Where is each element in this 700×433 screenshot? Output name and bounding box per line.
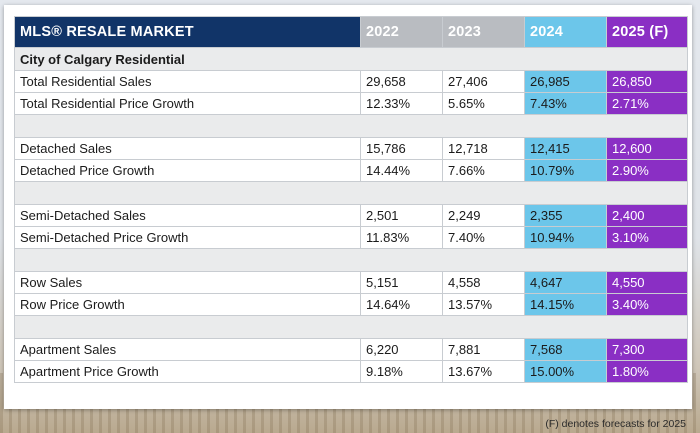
column-header-2022: 2022 [360, 16, 443, 48]
cell-2022: 5,151 [360, 271, 443, 294]
cell-2023: 13.67% [442, 360, 525, 383]
row-label: Apartment Sales [14, 338, 361, 361]
cell-2025-forecast: 2.71% [606, 92, 688, 115]
spacer-row [14, 181, 688, 205]
resale-market-table: MLS® RESALE MARKET 2022 2023 2024 2025 (… [14, 16, 688, 383]
cell-2022: 15,786 [360, 137, 443, 160]
row-label: Semi-Detached Sales [14, 204, 361, 227]
table-row: Semi-Detached Sales 2,501 2,249 2,355 2,400 [14, 204, 688, 227]
cell-2025-forecast: 1.80% [606, 360, 688, 383]
row-label: Detached Price Growth [14, 159, 361, 182]
cell-2024: 26,985 [524, 70, 607, 93]
spacer-row [14, 248, 688, 272]
cell-2025-forecast: 12,600 [606, 137, 688, 160]
table-row: Detached Sales 15,786 12,718 12,415 12,600 [14, 137, 688, 160]
cell-2023: 7.66% [442, 159, 525, 182]
cell-2024: 4,647 [524, 271, 607, 294]
spacer-row [14, 114, 688, 138]
column-header-2025-forecast: 2025 (F) [606, 16, 688, 48]
table-row: Apartment Price Growth 9.18% 13.67% 15.00% 1… [14, 360, 688, 383]
cell-2023: 5.65% [442, 92, 525, 115]
row-label: Row Price Growth [14, 293, 361, 316]
spacer-row [14, 315, 688, 339]
table-row: Row Sales 5,151 4,558 4,647 4,550 [14, 271, 688, 294]
cell-2024: 2,355 [524, 204, 607, 227]
cell-2022: 2,501 [360, 204, 443, 227]
table-row: Row Price Growth 14.64% 13.57% 14.15% 3.40% [14, 293, 688, 316]
spacer-cell [14, 114, 688, 138]
cell-2023: 7.40% [442, 226, 525, 249]
table-row: Semi-Detached Price Growth 11.83% 7.40% 10.… [14, 226, 688, 249]
column-header-2024: 2024 [524, 16, 607, 48]
cell-2023: 13.57% [442, 293, 525, 316]
cell-2025-forecast: 7,300 [606, 338, 688, 361]
row-label: Semi-Detached Price Growth [14, 226, 361, 249]
cell-2025-forecast: 26,850 [606, 70, 688, 93]
row-label: Detached Sales [14, 137, 361, 160]
cell-2025-forecast: 2.90% [606, 159, 688, 182]
spacer-cell [14, 248, 688, 272]
row-label: Total Residential Sales [14, 70, 361, 93]
cell-2024: 10.94% [524, 226, 607, 249]
cell-2024: 15.00% [524, 360, 607, 383]
cell-2023: 12,718 [442, 137, 525, 160]
cell-2023: 4,558 [442, 271, 525, 294]
cell-2024: 7,568 [524, 338, 607, 361]
cell-2024: 12,415 [524, 137, 607, 160]
column-header-2023: 2023 [442, 16, 525, 48]
cell-2023: 7,881 [442, 338, 525, 361]
table-row: Total Residential Sales 29,658 27,406 26,98… [14, 70, 688, 93]
cell-2023: 27,406 [442, 70, 525, 93]
cell-2025-forecast: 3.40% [606, 293, 688, 316]
cell-2022: 6,220 [360, 338, 443, 361]
table-row: Total Residential Price Growth 12.33% 5.65… [14, 92, 688, 115]
cell-2025-forecast: 4,550 [606, 271, 688, 294]
cell-2024: 10.79% [524, 159, 607, 182]
cell-2025-forecast: 3.10% [606, 226, 688, 249]
cell-2022: 11.83% [360, 226, 443, 249]
cell-2022: 14.44% [360, 159, 443, 182]
header-row: MLS® RESALE MARKET 2022 2023 2024 2025 (… [14, 16, 688, 48]
table-row: Apartment Sales 6,220 7,881 7,568 7,300 [14, 338, 688, 361]
section-row: City of Calgary Residential [14, 47, 688, 71]
cell-2025-forecast: 2,400 [606, 204, 688, 227]
row-label: Apartment Price Growth [14, 360, 361, 383]
cell-2024: 7.43% [524, 92, 607, 115]
table-row: Detached Price Growth 14.44% 7.66% 10.79% 2.… [14, 159, 688, 182]
section-title: City of Calgary Residential [14, 47, 688, 71]
cell-2022: 9.18% [360, 360, 443, 383]
cell-2022: 14.64% [360, 293, 443, 316]
spacer-cell [14, 181, 688, 205]
table-title: MLS® RESALE MARKET [14, 16, 361, 48]
cell-2023: 2,249 [442, 204, 525, 227]
spacer-cell [14, 315, 688, 339]
cell-2022: 29,658 [360, 70, 443, 93]
cell-2022: 12.33% [360, 92, 443, 115]
forecast-footnote: (F) denotes forecasts for 2025 [545, 418, 686, 430]
row-label: Total Residential Price Growth [14, 92, 361, 115]
cell-2024: 14.15% [524, 293, 607, 316]
row-label: Row Sales [14, 271, 361, 294]
